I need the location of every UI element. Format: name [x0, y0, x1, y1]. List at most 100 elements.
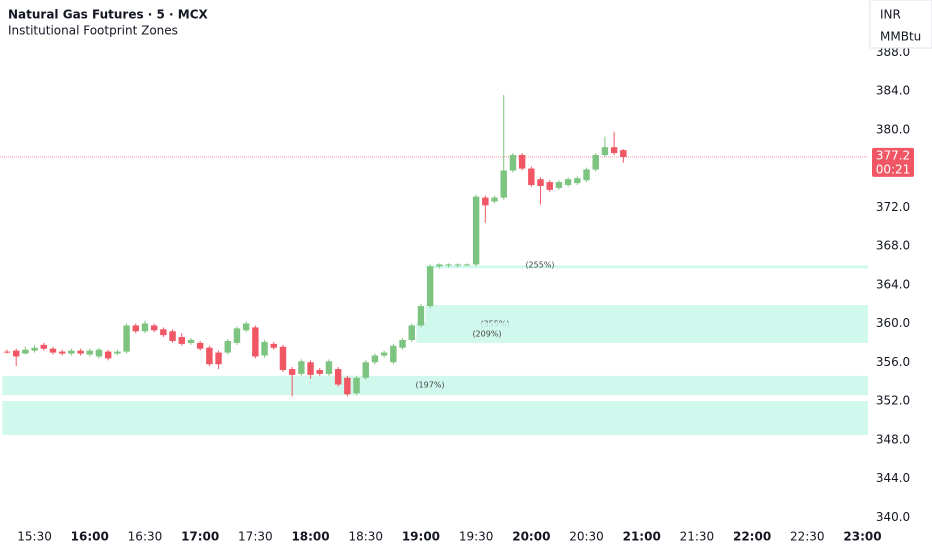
candle-body — [325, 361, 333, 374]
x-tick-label: 20:00 — [512, 530, 550, 544]
candle-body — [270, 343, 277, 348]
candle-body — [12, 350, 20, 357]
candle-body — [215, 352, 222, 365]
y-tick-label: 352.0 — [876, 394, 910, 408]
candle-body — [546, 182, 553, 190]
x-tick-label: 15:30 — [17, 530, 52, 544]
candle-body — [22, 349, 29, 354]
candle-body — [132, 325, 139, 332]
y-tick-label: 380.0 — [876, 122, 910, 136]
candle-body — [252, 327, 259, 357]
y-tick-label: 340.0 — [876, 510, 910, 524]
candle-body — [114, 351, 121, 354]
candle-body — [353, 377, 360, 394]
last-price-label: 377.2 — [876, 148, 910, 162]
x-tick-label: 21:30 — [680, 530, 715, 544]
candle-body — [206, 347, 213, 365]
countdown-label: 00:21 — [876, 162, 911, 176]
candle-body — [40, 344, 48, 349]
candle-body — [555, 182, 563, 188]
candle-body — [482, 197, 489, 206]
candle-body — [528, 168, 535, 186]
zone-label: (197%) — [415, 381, 444, 390]
candle-body — [436, 264, 443, 267]
x-tick-label: 16:30 — [128, 530, 163, 544]
unit-label: MMBtu — [880, 30, 921, 44]
candle-body — [491, 197, 498, 202]
x-tick-label: 22:30 — [790, 530, 825, 544]
footprint-zone — [425, 305, 868, 323]
candle-body — [463, 264, 471, 266]
candle-body — [574, 178, 581, 184]
candle-body — [362, 362, 369, 378]
x-tick-label: 19:00 — [402, 530, 440, 544]
footprint-zone — [2, 375, 869, 396]
candle-body — [123, 325, 130, 352]
candle-body — [334, 369, 342, 385]
x-tick-label: 17:00 — [181, 530, 219, 544]
y-tick-label: 344.0 — [876, 471, 910, 485]
candle-body — [583, 169, 590, 181]
candle-body — [307, 362, 314, 375]
y-tick-label: 364.0 — [876, 277, 910, 291]
y-tick-label: 348.0 — [876, 432, 910, 446]
candle-body — [518, 154, 526, 169]
x-tick-label: 23:00 — [843, 530, 881, 544]
chart-subtitle: Institutional Footprint Zones — [8, 24, 178, 38]
zone-label: (255%) — [525, 261, 554, 270]
candle-body — [500, 170, 507, 198]
candle-body — [390, 345, 397, 363]
candle-body — [610, 147, 618, 154]
candle-body — [601, 147, 609, 155]
candle-body — [95, 349, 103, 357]
candle-body — [509, 154, 517, 171]
candle-body — [279, 346, 287, 371]
y-tick-label: 360.0 — [876, 316, 910, 330]
candle-body — [86, 350, 93, 355]
x-tick-label: 19:30 — [459, 530, 494, 544]
candle-body — [371, 355, 379, 363]
candle-body — [261, 341, 268, 356]
candle-body — [620, 150, 627, 157]
candle-body — [472, 196, 480, 265]
candle-body — [380, 352, 388, 356]
candle-body — [104, 351, 112, 359]
candle-body — [408, 325, 415, 340]
candle-body — [344, 377, 351, 395]
candle-body — [31, 347, 38, 351]
y-tick-label: 372.0 — [876, 200, 910, 214]
candle-body — [150, 325, 158, 331]
footprint-zone — [425, 265, 868, 269]
candle-body — [242, 323, 250, 331]
candle-body — [399, 339, 406, 348]
x-tick-label: 18:00 — [291, 530, 329, 544]
zone-label: (209%) — [472, 330, 501, 339]
y-tick-label: 384.0 — [876, 84, 910, 98]
x-tick-label: 22:00 — [733, 530, 771, 544]
candle-body — [454, 264, 461, 266]
chart-title: Natural Gas Futures · 5 · MCX — [8, 8, 209, 22]
y-tick-label: 368.0 — [876, 239, 910, 253]
currency-label: INR — [880, 8, 901, 22]
x-tick-label: 16:00 — [71, 530, 109, 544]
x-tick-label: 17:30 — [238, 530, 273, 544]
candle-body — [160, 329, 167, 336]
x-tick-label: 18:30 — [348, 530, 383, 544]
candle-body — [224, 340, 231, 353]
candle-body — [141, 323, 149, 332]
candle-body — [445, 264, 452, 266]
candle-body — [3, 351, 11, 353]
candle-body — [68, 350, 75, 354]
candle-body — [417, 306, 425, 326]
last-price-badge — [872, 147, 914, 177]
candle-body — [196, 342, 204, 349]
candle-body — [169, 331, 176, 341]
candle-body — [233, 328, 241, 343]
y-tick-label: 356.0 — [876, 355, 910, 369]
x-tick-label: 21:00 — [623, 530, 661, 544]
candle-body — [316, 370, 323, 374]
candle-body — [298, 361, 305, 374]
x-tick-label: 20:30 — [569, 530, 604, 544]
